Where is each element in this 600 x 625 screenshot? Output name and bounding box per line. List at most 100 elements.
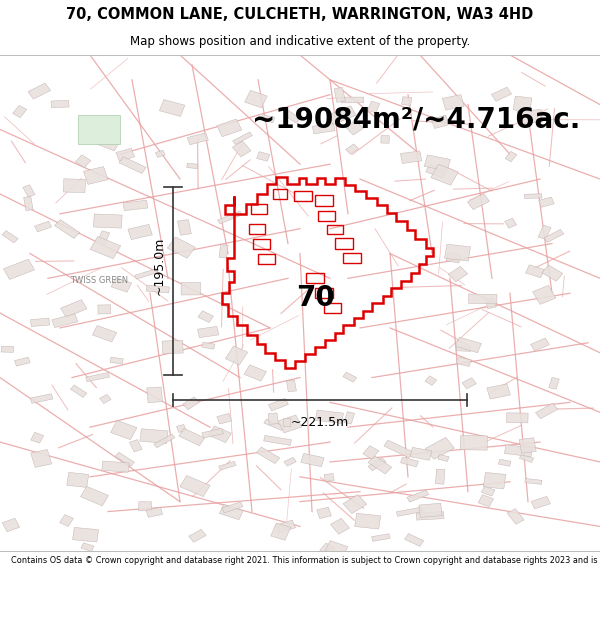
Bar [232,141,251,157]
Bar [462,378,476,389]
Bar [460,436,487,450]
Bar [313,123,335,134]
Bar [263,436,292,446]
Bar [218,211,242,224]
Bar [202,342,215,349]
Bar [98,305,111,314]
Bar [146,387,163,402]
Bar [197,326,219,338]
Bar [187,133,208,145]
Text: ~221.5m: ~221.5m [290,416,349,429]
Bar [100,394,111,404]
Bar [102,461,129,472]
Bar [481,486,495,496]
Bar [301,453,324,467]
Bar [485,298,496,309]
Text: ~195.0m: ~195.0m [152,237,166,295]
Bar [187,163,198,169]
Bar [31,449,52,468]
Bar [146,508,163,518]
Bar [128,224,152,239]
Bar [320,543,335,556]
Bar [257,152,270,161]
Bar [457,346,471,351]
Bar [110,421,137,440]
Bar [343,494,367,514]
Bar [179,428,205,446]
Bar [59,514,73,526]
Bar [81,542,94,551]
Bar [155,150,165,158]
Bar [80,486,109,506]
Bar [115,452,134,466]
Bar [363,446,379,459]
Bar [517,109,542,124]
Bar [30,394,53,403]
Bar [154,434,175,447]
Bar [135,269,158,279]
Bar [538,225,551,239]
Bar [469,294,497,304]
Bar [268,398,289,411]
Bar [78,114,120,144]
Bar [28,83,50,99]
Bar [324,474,334,481]
Bar [425,376,437,386]
Bar [407,490,428,502]
Bar [233,132,253,144]
Bar [431,115,449,129]
Bar [198,311,214,322]
Bar [31,432,44,443]
Text: 70: 70 [296,284,334,312]
Bar [507,509,524,524]
Bar [331,518,349,534]
Bar [436,469,445,484]
Bar [445,244,470,261]
Bar [499,459,511,466]
Text: 70, COMMON LANE, CULCHETH, WARRINGTON, WA3 4HD: 70, COMMON LANE, CULCHETH, WARRINGTON, W… [67,8,533,22]
Bar [346,144,359,154]
Bar [531,496,550,509]
Bar [90,236,121,259]
Bar [23,185,35,197]
Bar [52,314,78,328]
Bar [355,513,380,529]
Bar [83,166,108,184]
Bar [328,106,356,124]
Bar [487,384,511,399]
Bar [371,534,390,541]
Bar [178,219,191,235]
Bar [456,357,471,366]
Bar [1,346,14,352]
Bar [218,461,236,470]
Bar [226,346,248,365]
Bar [162,341,183,354]
Bar [202,428,223,438]
Bar [286,380,296,392]
Bar [505,218,517,228]
Bar [419,503,442,518]
Bar [446,253,461,263]
Text: TWISS GREEN: TWISS GREEN [70,276,128,285]
Bar [97,231,110,245]
Bar [67,472,89,488]
Bar [92,326,117,342]
Bar [544,229,564,242]
Bar [268,413,278,424]
Bar [278,415,302,433]
Bar [13,106,26,118]
Bar [111,278,131,292]
Bar [14,357,30,366]
Bar [116,148,134,161]
Bar [384,440,413,458]
Bar [425,164,447,178]
Bar [55,219,80,239]
Bar [410,448,432,460]
Bar [401,97,412,106]
Bar [539,197,554,208]
Bar [491,87,512,101]
Bar [110,357,124,364]
Bar [217,119,242,137]
Bar [63,179,86,192]
Bar [90,130,121,151]
